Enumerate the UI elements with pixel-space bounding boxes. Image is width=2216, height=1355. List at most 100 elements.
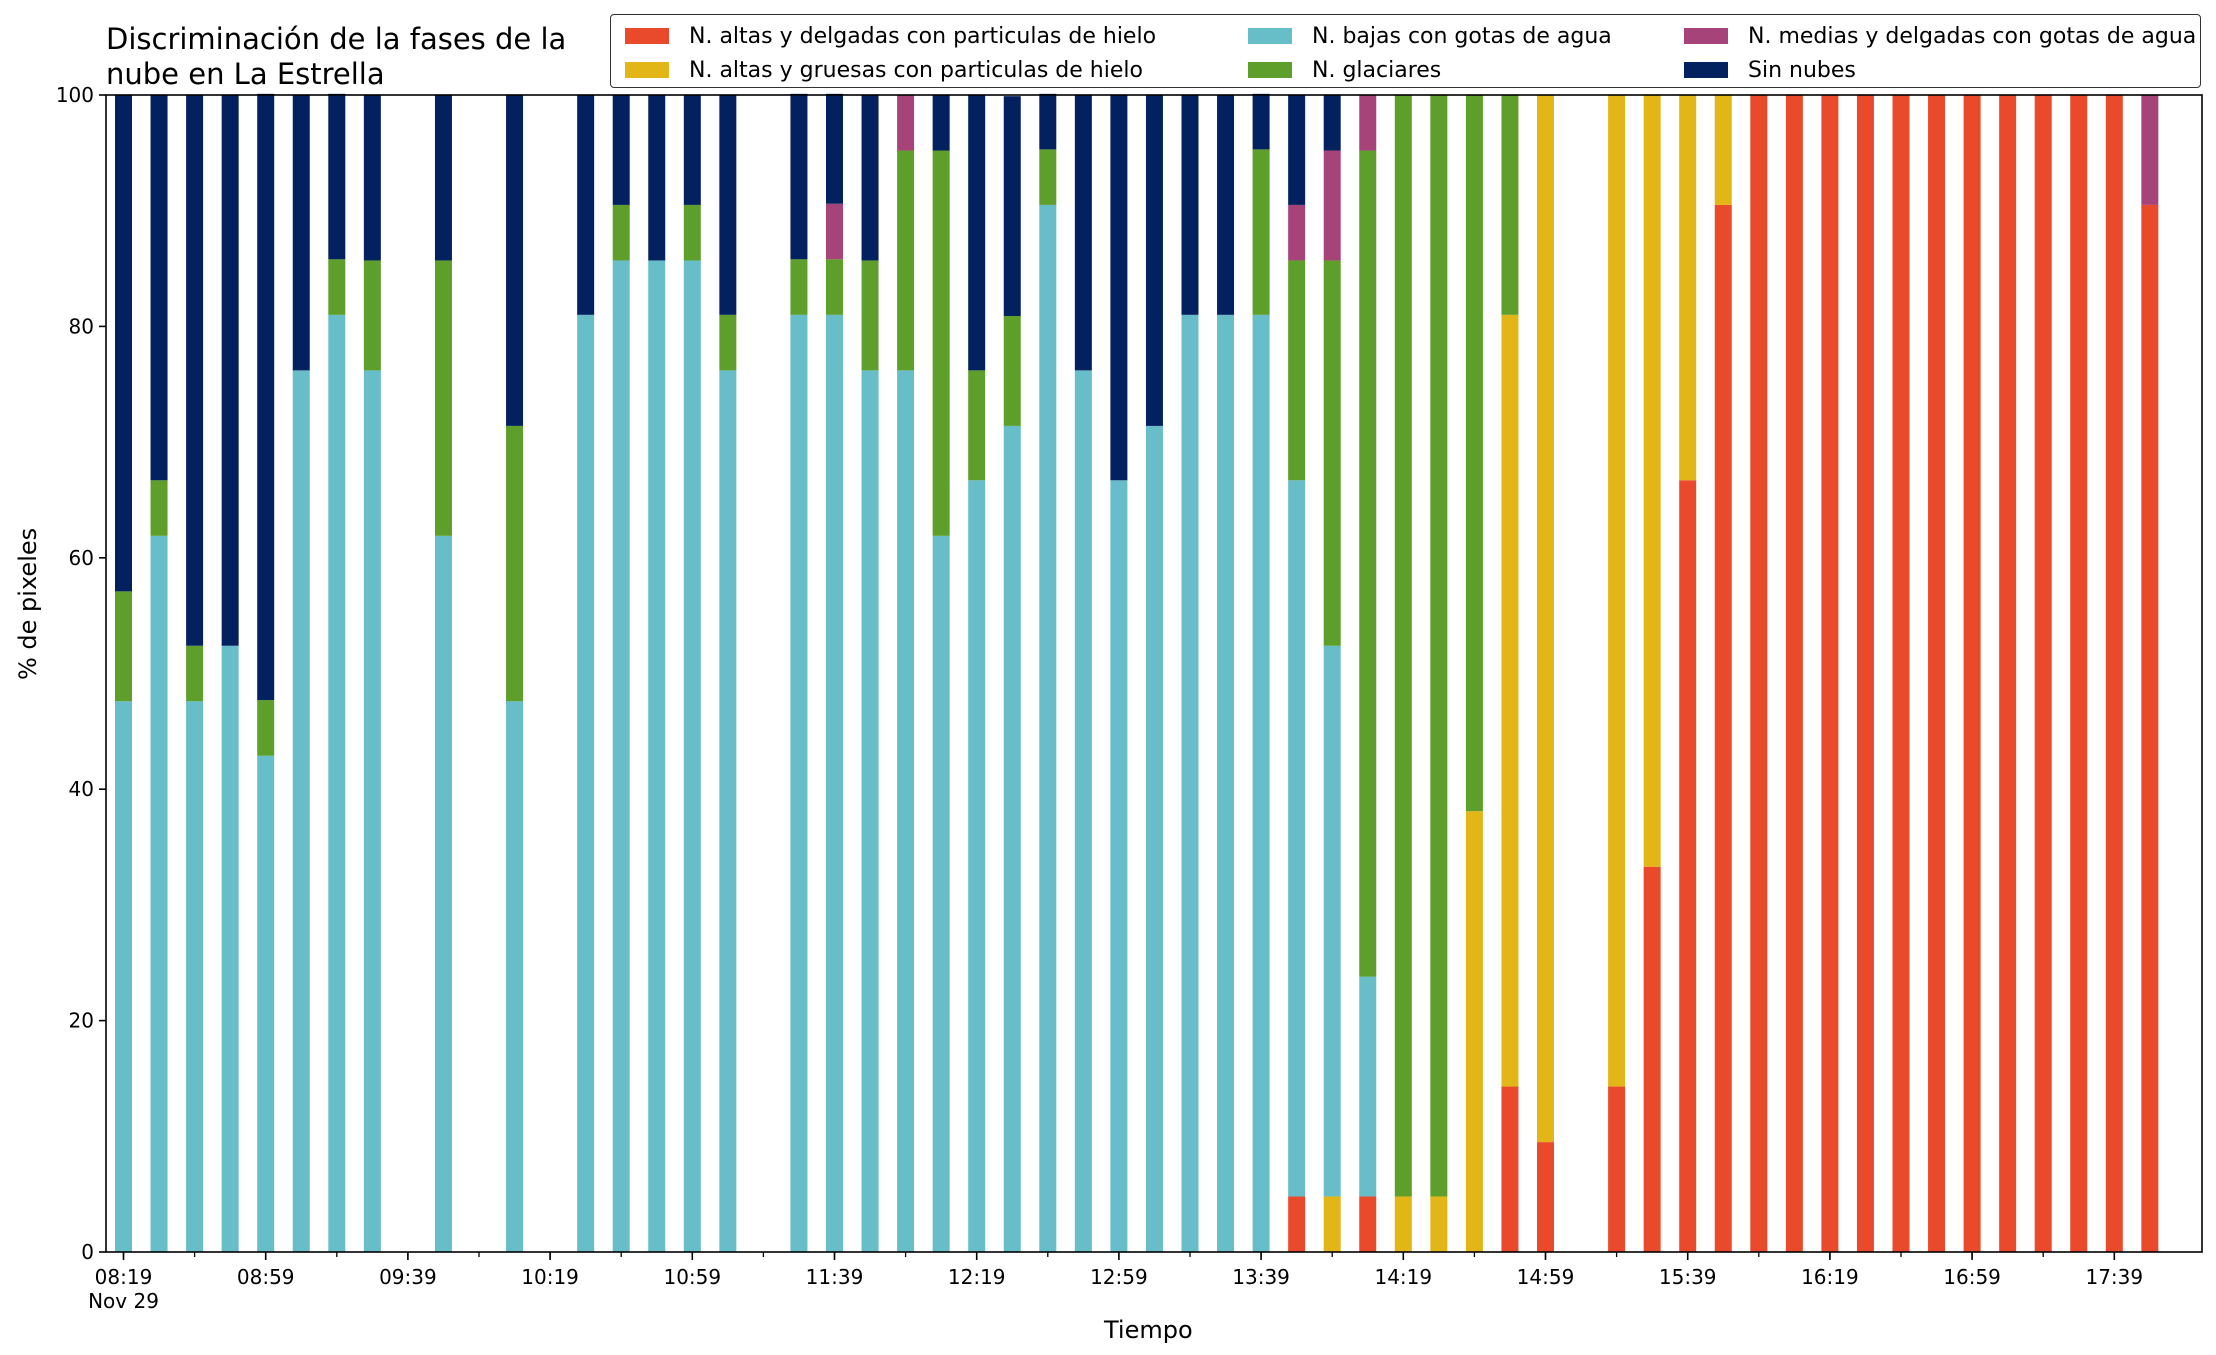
bar-segment <box>1430 1196 1448 1252</box>
bar-segment <box>1145 95 1163 426</box>
bar-segment <box>1785 95 1803 1252</box>
bar-segment <box>683 204 701 261</box>
x-tick-label: Nov 29 <box>88 1289 159 1313</box>
bar-segment <box>434 535 452 1252</box>
chart-title: Discriminación de la fases de la nube en… <box>106 22 567 91</box>
bar-segment <box>1288 204 1306 261</box>
bar-segment <box>1430 95 1448 1197</box>
bar-segment <box>221 645 239 1252</box>
bar-segment <box>1750 95 1768 1252</box>
bar-segment <box>2141 204 2159 1252</box>
plot-frame <box>105 94 2203 1253</box>
bar-segment <box>1679 95 1697 481</box>
bar-segment <box>1074 370 1092 1252</box>
bar-segment <box>612 260 630 1252</box>
bar-segment <box>257 700 275 756</box>
bar-segment <box>968 370 986 481</box>
bar-segment <box>1537 95 1554 1143</box>
legend-label: N. bajas con gotas de agua <box>1312 23 1612 49</box>
bar-segment <box>506 425 524 702</box>
x-tick-label: 08:19 <box>95 1265 153 1289</box>
bar-segment <box>1714 204 1732 1252</box>
x-tick-label: 08:59 <box>237 1265 295 1289</box>
legend-swatch <box>625 62 669 78</box>
x-tick-label: 12:59 <box>1090 1265 1148 1289</box>
bar-segment <box>1608 95 1626 1087</box>
bar-segment <box>1288 480 1306 1197</box>
bar-segment <box>1003 425 1021 1252</box>
x-tick-label: 15:39 <box>1659 1265 1717 1289</box>
bar-segment <box>826 93 843 204</box>
x-axis-label: Tiempo <box>1104 1316 1193 1344</box>
x-tick-label: 10:59 <box>663 1265 721 1289</box>
bar-segment <box>1323 150 1341 261</box>
bar-segment <box>2105 95 2123 1252</box>
legend-label: N. altas y delgadas con particulas de hi… <box>689 23 1157 49</box>
bar-segment <box>932 535 950 1252</box>
bar-segment <box>2034 95 2052 1252</box>
bar-segment <box>363 370 381 1252</box>
bar-segment <box>790 259 808 315</box>
bar-segment <box>1217 95 1235 315</box>
x-tick-label: 09:39 <box>379 1265 437 1289</box>
legend-label: Sin nubes <box>1748 57 1856 83</box>
bar-segment <box>363 260 381 371</box>
bar-segment <box>1643 866 1661 1252</box>
bar-segment <box>115 591 132 702</box>
bar-segment <box>2070 95 2088 1252</box>
y-tick-label: 60 <box>69 546 94 570</box>
bar-segment <box>1217 314 1235 1253</box>
x-tick-label: 16:59 <box>1943 1265 2001 1289</box>
bar-segment <box>1039 204 1057 1252</box>
bar-segment <box>1359 150 1377 977</box>
legend-swatch <box>1684 62 1728 78</box>
bar-segment <box>1181 95 1199 315</box>
bar-segment <box>1145 425 1163 1252</box>
legend-item: Sin nubes <box>1684 53 1856 87</box>
bar-segment <box>1252 93 1270 150</box>
bar-segment <box>328 259 346 315</box>
bar-segment <box>577 95 595 315</box>
bar-segment <box>861 370 879 1252</box>
bar-segment <box>150 480 168 536</box>
bar-segment <box>1003 96 1021 316</box>
bar-segment <box>683 95 701 205</box>
bar-segment <box>932 150 950 536</box>
y-axis-label: % de pixeles <box>14 527 42 680</box>
bar-segment <box>434 95 452 261</box>
x-tick-label: 14:19 <box>1374 1265 1432 1289</box>
bar-segment <box>1323 260 1341 646</box>
bar-segment <box>826 314 843 1253</box>
bar-segment <box>861 95 879 261</box>
bar-segment <box>1181 314 1199 1253</box>
bar-segment <box>1252 314 1270 1253</box>
bar-segment <box>897 370 915 1252</box>
legend-item: N. altas y delgadas con particulas de hi… <box>625 19 1156 53</box>
bar-segment <box>292 95 310 371</box>
bar-segment <box>1003 315 1021 426</box>
bar-segment <box>1714 95 1732 205</box>
bar-segment <box>1821 95 1839 1252</box>
x-tick-label: 14:59 <box>1517 1265 1575 1289</box>
bar-segment <box>1359 1196 1377 1252</box>
bar-segment <box>1288 95 1306 205</box>
bar-segment <box>1465 811 1483 1252</box>
bar-segment <box>897 95 915 151</box>
bar-segment <box>434 260 452 536</box>
bar-segment <box>1465 95 1483 812</box>
legend-swatch <box>1248 28 1292 44</box>
y-tick-label: 80 <box>69 314 94 338</box>
y-tick-label: 100 <box>56 83 94 107</box>
bar-segment <box>897 150 915 371</box>
bars-layer <box>115 93 2159 1253</box>
bar-segment <box>150 535 168 1252</box>
bar-segment <box>363 95 381 261</box>
bar-segment <box>1999 95 2017 1252</box>
bar-segment <box>506 701 524 1252</box>
x-tick-label: 10:19 <box>521 1265 579 1289</box>
bar-segment <box>612 95 630 205</box>
bar-segment <box>1288 1196 1306 1252</box>
bar-segment <box>1501 1086 1519 1252</box>
